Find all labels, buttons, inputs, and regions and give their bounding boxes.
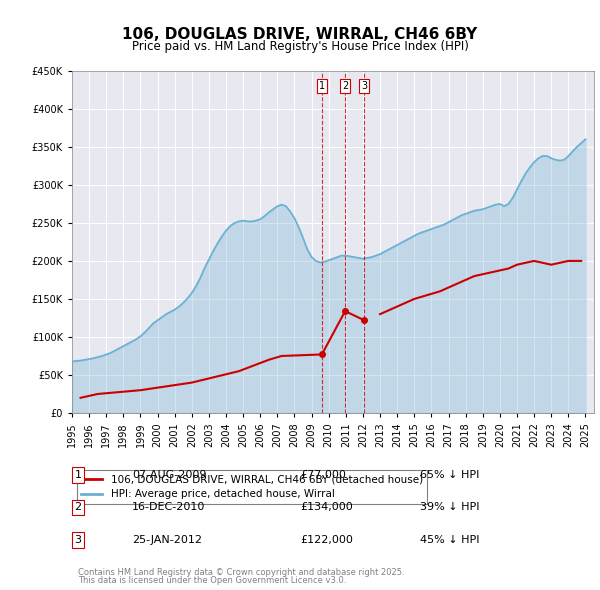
Text: £122,000: £122,000 (300, 535, 353, 545)
Text: 16-DEC-2010: 16-DEC-2010 (132, 503, 205, 512)
Text: 45% ↓ HPI: 45% ↓ HPI (420, 535, 479, 545)
Text: 25-JAN-2012: 25-JAN-2012 (132, 535, 202, 545)
Text: 1: 1 (319, 81, 325, 91)
Text: 39% ↓ HPI: 39% ↓ HPI (420, 503, 479, 512)
Text: 2: 2 (74, 503, 82, 512)
Text: 65% ↓ HPI: 65% ↓ HPI (420, 470, 479, 480)
Text: £134,000: £134,000 (300, 503, 353, 512)
Text: This data is licensed under the Open Government Licence v3.0.: This data is licensed under the Open Gov… (78, 576, 346, 585)
Text: Contains HM Land Registry data © Crown copyright and database right 2025.: Contains HM Land Registry data © Crown c… (78, 568, 404, 577)
Text: £77,000: £77,000 (300, 470, 346, 480)
Text: 106, DOUGLAS DRIVE, WIRRAL, CH46 6BY: 106, DOUGLAS DRIVE, WIRRAL, CH46 6BY (122, 27, 478, 41)
Text: 2: 2 (342, 81, 348, 91)
Text: 07-AUG-2009: 07-AUG-2009 (132, 470, 206, 480)
Text: Price paid vs. HM Land Registry's House Price Index (HPI): Price paid vs. HM Land Registry's House … (131, 40, 469, 53)
Text: 3: 3 (74, 535, 82, 545)
Text: 3: 3 (361, 81, 367, 91)
Text: 1: 1 (74, 470, 82, 480)
Legend: 106, DOUGLAS DRIVE, WIRRAL, CH46 6BY (detached house), HPI: Average price, detac: 106, DOUGLAS DRIVE, WIRRAL, CH46 6BY (de… (77, 470, 427, 504)
